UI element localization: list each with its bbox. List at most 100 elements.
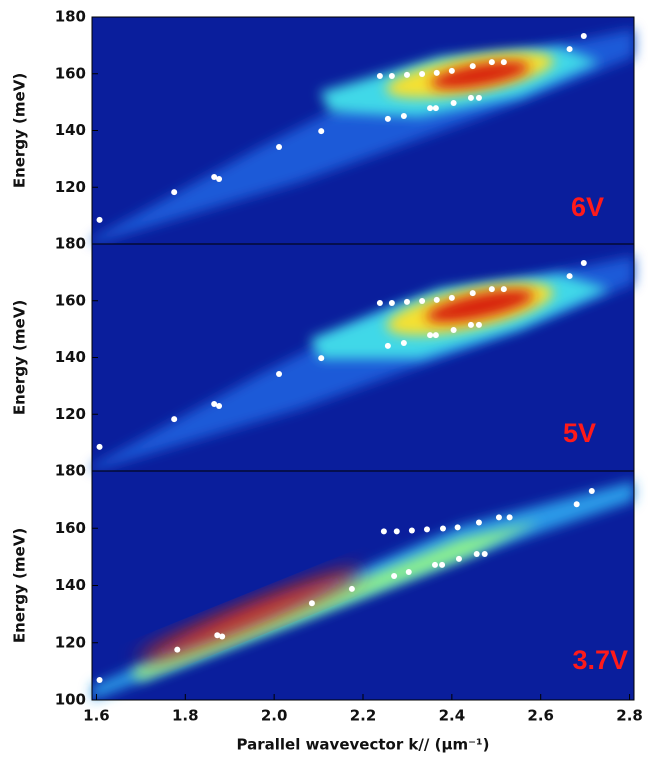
x-axis-label: Parallel wavevector k// (μm⁻¹) [237, 736, 490, 754]
data-point [419, 298, 426, 305]
data-point [455, 555, 462, 562]
data-point [439, 525, 446, 532]
data-point [403, 71, 410, 78]
data-point [588, 488, 595, 495]
data-point [376, 73, 383, 80]
y-tick-label: 160 [55, 291, 86, 309]
data-point [448, 67, 455, 74]
data-point [384, 342, 391, 349]
heatmap-6v [92, 17, 634, 244]
y-tick-label: 160 [55, 519, 86, 537]
data-point [580, 260, 587, 267]
data-point [388, 73, 395, 80]
data-point [433, 69, 440, 76]
data-point [475, 321, 482, 328]
data-point [580, 33, 587, 40]
y-tick-label: 120 [55, 405, 86, 423]
data-point [408, 527, 415, 534]
data-point [219, 633, 226, 640]
y-tick-label: 180 [55, 8, 86, 26]
data-point [384, 115, 391, 122]
data-point [427, 105, 434, 112]
data-point [174, 646, 181, 653]
y-tick-label: 120 [55, 178, 86, 196]
data-point [308, 600, 315, 607]
data-point [376, 300, 383, 307]
data-point [454, 524, 461, 531]
data-point [467, 94, 474, 101]
data-point [400, 340, 407, 347]
data-point [318, 128, 325, 135]
y-axis-label: Energy (meV) [11, 300, 29, 415]
data-point [211, 401, 218, 408]
data-point [475, 94, 482, 101]
data-point [573, 501, 580, 508]
x-tick-label: 1.8 [172, 707, 199, 725]
data-point [216, 403, 223, 410]
data-point [391, 573, 398, 580]
data-point [427, 332, 434, 339]
y-tick-label: 140 [55, 348, 86, 366]
plot-layer: 120 140 160 180 Energy (meV) 6V 120 140 160 180 En… [11, 8, 643, 754]
y-axis-label: Energy (meV) [11, 73, 29, 188]
data-point [423, 526, 430, 533]
data-point [439, 561, 446, 568]
data-point [348, 585, 355, 592]
y-tick-label: 140 [55, 576, 86, 594]
data-point [473, 551, 480, 558]
data-point [419, 71, 426, 78]
x-tick-label: 1.6 [83, 707, 110, 725]
data-point [96, 216, 103, 223]
data-point [171, 189, 178, 196]
data-point [481, 551, 488, 558]
data-point [388, 300, 395, 307]
y-tick-label: 160 [55, 64, 86, 82]
heatmap-3-7v [92, 471, 634, 700]
data-point [405, 569, 412, 576]
y-axis-label: Energy (meV) [11, 528, 29, 643]
data-point [214, 632, 221, 639]
y-tick-label: 140 [55, 121, 86, 139]
data-point [488, 59, 495, 66]
data-point [495, 514, 502, 521]
y-tick-label: 120 [55, 633, 86, 651]
x-tick-label: 2.8 [616, 707, 643, 725]
y-tick-label: 180 [55, 235, 86, 253]
data-point [276, 143, 283, 150]
data-point [467, 321, 474, 328]
panel-annotation: 3.7V [572, 645, 628, 675]
data-point [403, 298, 410, 305]
x-tick-label: 2.4 [439, 707, 466, 725]
data-point [450, 99, 457, 106]
data-point [566, 46, 573, 53]
data-point [432, 105, 439, 112]
panel-annotation: 5V [563, 418, 596, 448]
data-point [506, 514, 513, 521]
data-point [566, 273, 573, 280]
data-point [448, 294, 455, 301]
x-tick-label: 2.2 [350, 707, 377, 725]
heatmap-5v [92, 244, 634, 471]
y-tick-label: 100 [55, 691, 86, 709]
data-point [171, 416, 178, 423]
data-point [433, 296, 440, 303]
data-point [500, 286, 507, 293]
data-point [318, 355, 325, 362]
panel-annotation: 6V [571, 192, 604, 222]
data-point [432, 332, 439, 339]
y-tick-label: 180 [55, 462, 86, 480]
data-point [469, 290, 476, 297]
data-point [488, 286, 495, 293]
data-point [393, 528, 400, 535]
data-point [500, 59, 507, 66]
data-point [380, 528, 387, 535]
data-point [216, 176, 223, 183]
data-point [475, 519, 482, 526]
data-point [96, 676, 103, 683]
x-tick-label: 2.0 [261, 707, 288, 725]
data-point [276, 370, 283, 377]
data-point [450, 326, 457, 333]
data-point [469, 63, 476, 70]
data-point [431, 561, 438, 568]
